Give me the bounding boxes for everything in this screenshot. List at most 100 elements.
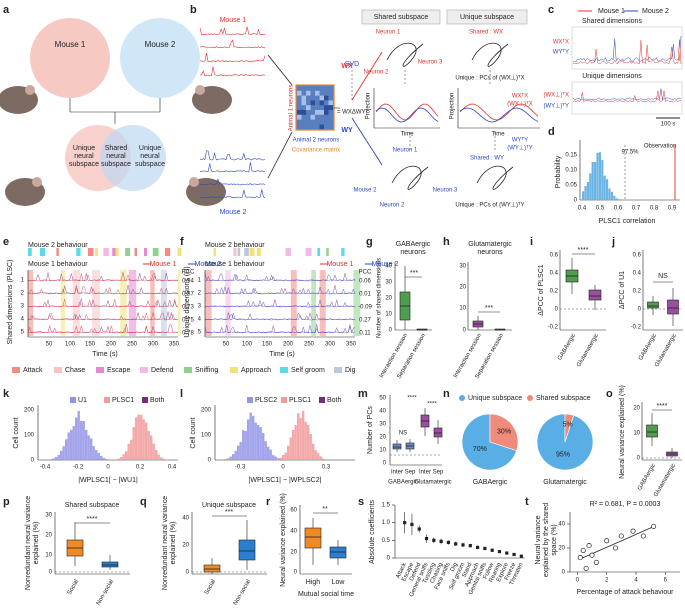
label: Unique subspace — [468, 395, 522, 402]
shape — [254, 422, 257, 460]
label: Glutamatergic — [414, 480, 451, 486]
panel-letter: g — [366, 236, 373, 248]
shape — [112, 248, 116, 256]
shape — [317, 248, 321, 256]
label: Time (s) — [269, 351, 294, 358]
shape — [319, 397, 325, 403]
point — [640, 533, 646, 539]
label: Unique dimensions (U) — [184, 266, 191, 337]
label: Animal 2 neurons — [293, 138, 340, 144]
label: Low — [332, 579, 346, 586]
label: WXᵀX — [553, 39, 569, 46]
shape — [297, 90, 302, 96]
point — [410, 522, 414, 527]
label: 0.06 — [359, 279, 371, 285]
label: 200 — [283, 342, 294, 348]
shape — [115, 459, 118, 460]
label: PCC — [182, 270, 195, 276]
trace — [572, 88, 682, 101]
label: Unique dimensions — [582, 73, 642, 80]
shape — [105, 458, 108, 460]
shape — [155, 449, 158, 460]
label: 0 — [383, 461, 387, 467]
label: 0.15 — [565, 153, 577, 159]
shape — [281, 397, 287, 403]
shape — [527, 395, 533, 401]
shape — [282, 454, 285, 460]
label: 0 — [31, 458, 35, 464]
panel-letter: r — [266, 496, 271, 508]
label: Mouse 2 — [145, 40, 176, 49]
trace — [27, 311, 179, 321]
label: Non-social — [96, 579, 115, 607]
point — [586, 543, 592, 549]
shape — [299, 418, 302, 460]
shape — [87, 435, 90, 460]
label: U1 — [78, 397, 87, 404]
shape — [244, 430, 247, 460]
label: Neuron 3 — [418, 60, 443, 66]
shape — [264, 441, 267, 460]
label: -0.4 — [40, 465, 51, 471]
label: WYᵀY — [553, 49, 569, 56]
label: Mutual social time — [298, 591, 354, 598]
label: **** — [657, 403, 668, 410]
label: Glutamatergic neurons — [468, 241, 512, 256]
shape — [287, 445, 290, 460]
label: 200 — [106, 342, 117, 348]
label: 0 — [208, 458, 212, 464]
shape — [125, 451, 128, 460]
panel-letter: q — [140, 496, 147, 508]
label: Glutamatergic — [654, 333, 678, 368]
label: Neural variance explained (%) — [619, 385, 626, 479]
shape — [284, 452, 287, 460]
label: NS — [399, 431, 407, 437]
panel-letter: h — [443, 236, 450, 248]
shape — [582, 191, 585, 200]
shape — [297, 114, 302, 120]
shape — [103, 248, 109, 256]
label: 0.2 — [550, 289, 559, 295]
shape — [162, 458, 165, 460]
label: |WPLSC1| − |WPLSC2| — [249, 477, 322, 484]
legend-swatch — [140, 367, 148, 373]
label: 30 — [45, 513, 52, 519]
panel-letter: f — [180, 236, 184, 248]
label: Unique : PCs of (WX⊥)ᵀX — [455, 75, 524, 82]
label: High — [306, 579, 321, 586]
shape — [306, 105, 311, 110]
line — [267, 54, 293, 86]
label: Mouse 1 behaviour — [205, 261, 265, 268]
shape — [62, 446, 65, 460]
shape — [70, 429, 73, 460]
label: 0 — [389, 328, 393, 334]
label: 0.6 — [633, 253, 642, 259]
shape — [272, 455, 275, 460]
shape — [279, 457, 282, 460]
y-tick-label: 0 — [387, 556, 391, 562]
panel-letter: n — [443, 388, 450, 400]
trace — [27, 312, 179, 321]
point — [651, 523, 657, 529]
label: SVD — [345, 61, 359, 68]
data-label: 70% — [473, 446, 487, 453]
shape — [613, 195, 616, 200]
shape — [30, 18, 110, 98]
shape — [252, 415, 255, 460]
shape — [177, 248, 182, 256]
label: 0.4 — [578, 206, 587, 212]
point — [618, 533, 624, 539]
legend-swatch — [230, 367, 238, 373]
panel-letter: b — [190, 4, 197, 16]
shape — [122, 454, 125, 460]
shape — [297, 110, 302, 115]
shape — [314, 450, 317, 460]
shape — [361, 9, 441, 25]
shape — [115, 248, 119, 256]
label: 0.27 — [359, 318, 371, 324]
label: *** — [410, 270, 418, 277]
panel-letter: m — [358, 388, 368, 400]
shape — [667, 299, 679, 315]
shape — [646, 424, 658, 438]
label: (WY⊥)ᵀY — [507, 145, 533, 152]
